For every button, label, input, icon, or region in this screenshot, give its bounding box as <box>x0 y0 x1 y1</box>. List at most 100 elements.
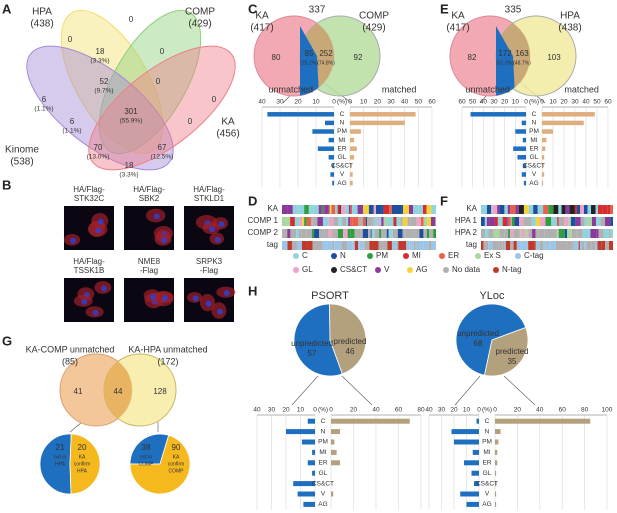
bar <box>332 180 334 186</box>
bar <box>328 137 334 143</box>
annotation-stripe <box>481 229 486 238</box>
annotation-stripe <box>582 229 589 238</box>
pie-value: 35 <box>508 357 517 366</box>
bar <box>522 137 526 143</box>
annotation-stripe <box>483 241 489 250</box>
annotation-stripe <box>332 241 335 250</box>
annotation-stripe <box>414 229 420 238</box>
venn-overlap-split <box>496 26 515 96</box>
pie-slice <box>129 434 191 495</box>
annotation-stripe <box>410 229 415 238</box>
annotation-stripe <box>570 217 576 226</box>
annotation-stripe <box>507 205 510 214</box>
annotation-stripe <box>322 241 328 250</box>
pie-slice <box>39 433 72 495</box>
annotation-stripe <box>535 217 540 226</box>
set-name: HPA <box>32 7 52 18</box>
x-tick-label: 0 <box>477 407 481 414</box>
set-count: (429) <box>188 19 211 30</box>
image-caption: HA/Flag- <box>73 185 105 194</box>
legend-swatch <box>443 267 449 273</box>
bar <box>542 180 544 186</box>
x-tick-label: 0 <box>348 99 352 106</box>
annotation-stripe <box>486 217 490 226</box>
annotation-stripe <box>561 241 567 250</box>
matched-percent: (48.7%) <box>513 60 531 66</box>
annotation-stripe <box>509 205 516 214</box>
annotation-stripe <box>481 241 484 250</box>
bar <box>495 439 499 445</box>
bar <box>542 137 547 143</box>
image-caption: HA/Flag- <box>193 185 225 194</box>
annotation-stripe <box>304 205 309 214</box>
left-only-count: 41 <box>74 387 83 396</box>
unit-label: (%) <box>318 407 328 414</box>
annotation-stripe <box>381 217 384 226</box>
bar <box>495 449 498 455</box>
annotation-stripe <box>569 205 575 214</box>
annotation-stripe <box>389 205 392 214</box>
pie-label: KA <box>79 454 86 460</box>
annotation-stripe <box>610 217 613 226</box>
pie-label: HPA <box>55 461 66 467</box>
annotation-stripe <box>379 229 381 238</box>
annotation-stripe <box>514 229 520 238</box>
region-count: 6 <box>42 95 47 104</box>
pie-value: 68 <box>474 339 483 348</box>
legend-swatch <box>293 267 299 273</box>
nucleus <box>209 226 216 233</box>
annotation-stripe <box>595 217 601 226</box>
row-label: HPA 2 <box>455 228 478 237</box>
annotation-stripe <box>310 217 313 226</box>
legend-label: N-tag <box>502 265 522 274</box>
legend-label: CS&CT <box>340 265 367 274</box>
annotation-stripe <box>535 241 540 250</box>
annotation-stripe <box>602 205 608 214</box>
annotation-stripe <box>528 229 533 238</box>
panel-label: C <box>248 1 258 16</box>
legend-label: PM <box>376 251 388 260</box>
annotation-stripe <box>290 229 297 238</box>
x-tick-label: 10 <box>549 99 557 106</box>
category-label: ER <box>337 145 346 152</box>
x-tick-label: 10 <box>512 99 520 106</box>
bar <box>331 429 340 435</box>
annotation-stripe <box>402 217 408 226</box>
annotation-stripe <box>559 205 562 214</box>
category-label: AG <box>482 501 491 508</box>
x-tick-label: 0 <box>493 407 497 414</box>
nucleus <box>205 300 212 307</box>
bar <box>267 112 334 117</box>
bar <box>495 481 497 487</box>
nucleus <box>161 237 168 244</box>
annotation-stripe <box>550 241 556 250</box>
annotation-stripe <box>420 217 424 226</box>
annotation-stripe <box>515 205 519 214</box>
set-count: (85) <box>62 356 78 366</box>
set-name: KA-HPA unmatched <box>128 344 207 354</box>
annotation-stripe <box>497 217 501 226</box>
annotation-stripe <box>393 217 397 226</box>
annotation-stripe <box>505 241 511 250</box>
pie-label: KA <box>173 454 180 460</box>
annotation-stripe <box>607 205 611 214</box>
category-label: PM <box>482 439 492 446</box>
region-percent: (1.1%) <box>62 128 81 135</box>
annotation-stripe <box>539 217 546 226</box>
image-caption: STKLD1 <box>194 194 225 203</box>
image-caption: -Flag <box>140 266 158 275</box>
region-percent: (13.0%) <box>87 154 110 161</box>
bar <box>495 470 497 476</box>
x-tick-label: 0 <box>329 407 333 414</box>
annotation-stripe <box>524 229 528 238</box>
pie-label: unpredicted <box>291 339 333 348</box>
annotation-stripe <box>522 241 529 250</box>
bar <box>472 449 479 455</box>
bar <box>495 418 591 424</box>
annotation-stripe <box>595 241 598 250</box>
annotation-stripe <box>532 229 536 238</box>
annotation-stripe <box>334 241 340 250</box>
annotation-stripe <box>557 217 559 226</box>
bar <box>328 155 334 160</box>
